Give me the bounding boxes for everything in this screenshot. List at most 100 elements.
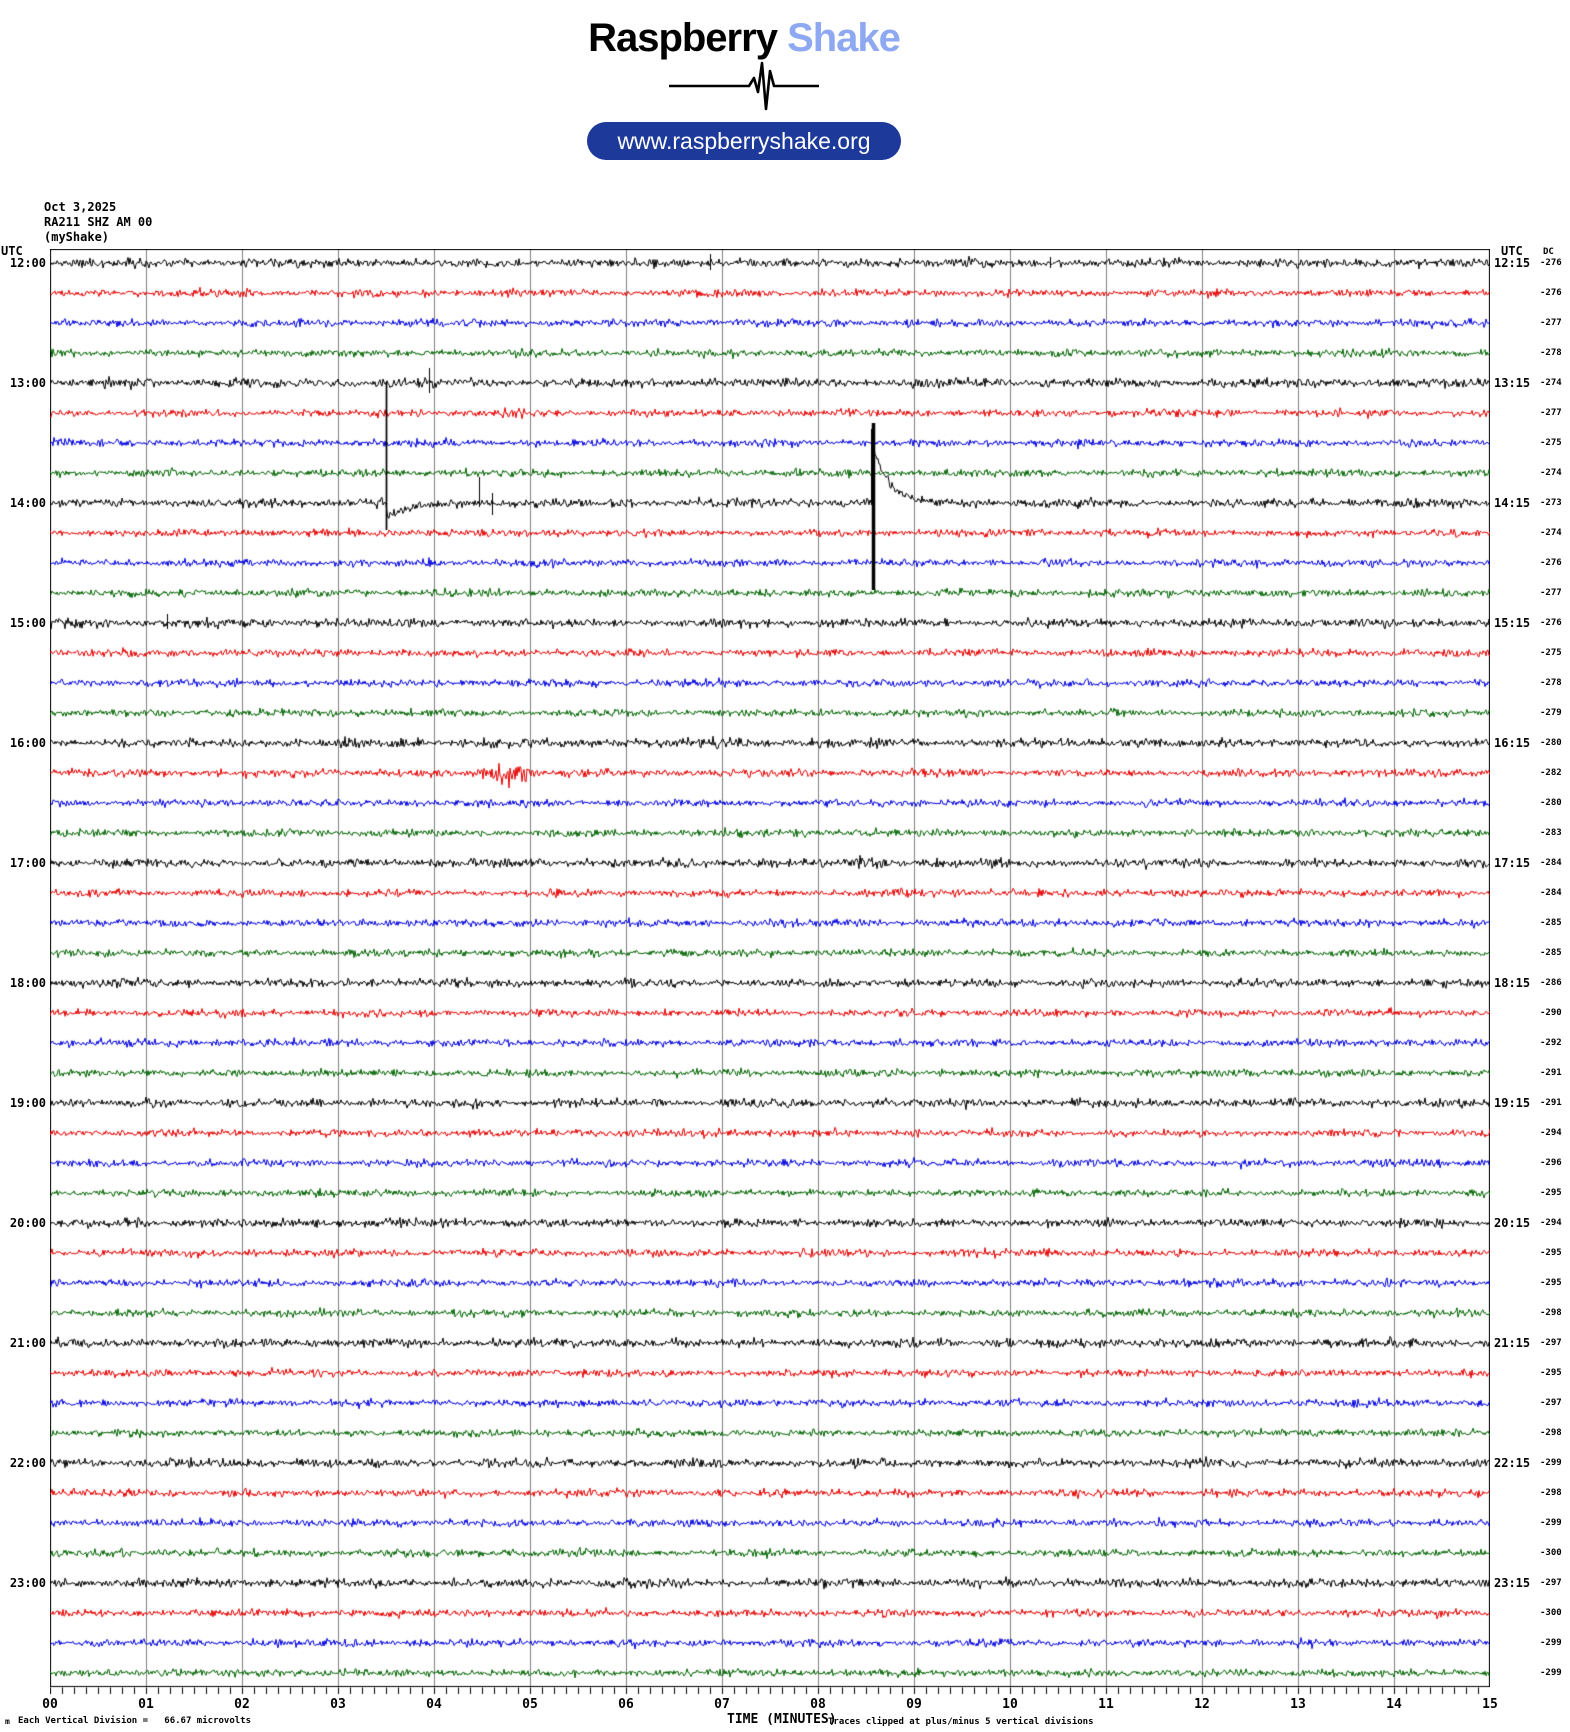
time-axis-label: TIME (MINUTES) <box>727 1712 837 1727</box>
dc-value: -284 <box>1540 888 1562 898</box>
utc-right-header: UTC <box>1501 244 1523 258</box>
dc-value: -285 <box>1540 948 1562 958</box>
dc-value: -275 <box>1540 438 1562 448</box>
dc-value: -300 <box>1540 1608 1562 1618</box>
dc-value: -298 <box>1540 1308 1562 1318</box>
dc-value: -273 <box>1540 498 1562 508</box>
dc-value: -275 <box>1540 648 1562 658</box>
right-time-label: 12:15 <box>1494 256 1531 270</box>
right-time-label: 18:15 <box>1494 976 1531 990</box>
left-time-label: 13:00 <box>9 376 46 390</box>
logo-text-raspberry: Raspberry <box>588 16 778 60</box>
website-link-label: www.raspberryshake.org <box>617 128 871 154</box>
left-time-label: 18:00 <box>9 976 46 990</box>
right-time-label: 15:15 <box>1494 616 1531 630</box>
dc-value: -297 <box>1540 1578 1562 1588</box>
dc-value: -291 <box>1540 1068 1562 1078</box>
dc-value: -290 <box>1540 1008 1562 1018</box>
x-tick-label: 07 <box>714 1697 730 1712</box>
clip-note: Traces clipped at plus/minus 5 vertical … <box>828 1717 1094 1727</box>
right-time-label: 14:15 <box>1494 496 1531 510</box>
dc-value: -274 <box>1540 468 1562 478</box>
dc-value: -292 <box>1540 1038 1562 1048</box>
right-time-label: 13:15 <box>1494 376 1531 390</box>
dc-value: -298 <box>1540 1428 1562 1438</box>
dc-value: -295 <box>1540 1248 1562 1258</box>
dc-value: -274 <box>1540 528 1562 538</box>
x-tick-label: 09 <box>906 1697 922 1712</box>
dc-value: -299 <box>1540 1638 1562 1648</box>
left-time-label: 14:00 <box>9 496 46 510</box>
dc-value: -276 <box>1540 558 1562 568</box>
scale-marker: m <box>5 1717 10 1726</box>
x-tick-label: 04 <box>426 1697 442 1712</box>
left-time-label: 12:00 <box>9 256 46 270</box>
dc-value: -300 <box>1540 1548 1562 1558</box>
dc-value: -298 <box>1540 1488 1562 1498</box>
dc-value: -299 <box>1540 1668 1562 1678</box>
left-time-label: 22:00 <box>9 1456 46 1470</box>
dc-value: -277 <box>1540 408 1562 418</box>
dc-value: -296 <box>1540 1158 1562 1168</box>
x-tick-label: 11 <box>1098 1697 1114 1712</box>
dc-value: -284 <box>1540 858 1562 868</box>
dc-value: -277 <box>1540 588 1562 598</box>
station-network: (myShake) <box>44 230 110 244</box>
dc-value: -291 <box>1540 1098 1562 1108</box>
dc-value: -276 <box>1540 288 1562 298</box>
x-tick-label: 14 <box>1386 1697 1402 1712</box>
dc-value: -299 <box>1540 1518 1562 1528</box>
right-time-label: 19:15 <box>1494 1096 1531 1110</box>
x-tick-label: 02 <box>234 1697 250 1712</box>
right-time-label: 23:15 <box>1494 1576 1531 1590</box>
station-code: RA211 SHZ AM 00 <box>44 215 153 229</box>
right-time-label: 20:15 <box>1494 1216 1531 1230</box>
right-time-label: 17:15 <box>1494 856 1531 870</box>
website-link-button[interactable]: www.raspberryshake.org <box>587 122 901 160</box>
dc-value: -274 <box>1540 378 1562 388</box>
dc-value: -276 <box>1540 258 1562 268</box>
page-header: Raspberry Shake www.raspberryshake.org <box>0 16 1488 160</box>
utc-left-header: UTC <box>1 244 23 258</box>
dc-value: -279 <box>1540 708 1562 718</box>
station-date: Oct 3,2025 <box>44 200 117 214</box>
dc-value: -294 <box>1540 1128 1562 1138</box>
x-tick-label: 12 <box>1194 1697 1210 1712</box>
x-tick-label: 03 <box>330 1697 346 1712</box>
dc-value: -294 <box>1540 1218 1562 1228</box>
dc-column-header: DC <box>1543 247 1554 257</box>
dc-value: -280 <box>1540 738 1562 748</box>
x-tick-label: 10 <box>1002 1697 1018 1712</box>
dc-value: -295 <box>1540 1278 1562 1288</box>
left-time-label: 20:00 <box>9 1216 46 1230</box>
logo-text-shake: Shake <box>787 16 901 60</box>
right-time-label: 21:15 <box>1494 1336 1531 1350</box>
right-time-label: 16:15 <box>1494 736 1531 750</box>
scale-note: Each Vertical Division = 66.67 microvolt… <box>18 1716 251 1726</box>
x-tick-label: 08 <box>810 1697 826 1712</box>
dc-value: -276 <box>1540 618 1562 628</box>
logo: Raspberry Shake <box>588 16 901 60</box>
dc-value: -282 <box>1540 768 1562 778</box>
dc-value: -277 <box>1540 318 1562 328</box>
x-tick-label: 01 <box>138 1697 154 1712</box>
dc-value: -278 <box>1540 678 1562 688</box>
x-tick-label: 00 <box>42 1697 58 1712</box>
helicorder-plot <box>50 249 1490 1701</box>
x-tick-label: 06 <box>618 1697 634 1712</box>
right-time-label: 22:15 <box>1494 1456 1531 1470</box>
left-time-label: 15:00 <box>9 616 46 630</box>
dc-value: -295 <box>1540 1368 1562 1378</box>
dc-value: -285 <box>1540 918 1562 928</box>
station-info: Oct 3,2025 RA211 SHZ AM 00 (myShake) <box>44 200 152 245</box>
dc-value: -283 <box>1540 828 1562 838</box>
dc-value: -280 <box>1540 798 1562 808</box>
left-time-label: 23:00 <box>9 1576 46 1590</box>
left-time-label: 21:00 <box>9 1336 46 1350</box>
seismogram-pulse-icon <box>669 61 819 111</box>
dc-value: -297 <box>1540 1338 1562 1348</box>
x-tick-label: 13 <box>1290 1697 1306 1712</box>
dc-value: -295 <box>1540 1188 1562 1198</box>
dc-value: -286 <box>1540 978 1562 988</box>
x-tick-label: 15 <box>1482 1697 1498 1712</box>
